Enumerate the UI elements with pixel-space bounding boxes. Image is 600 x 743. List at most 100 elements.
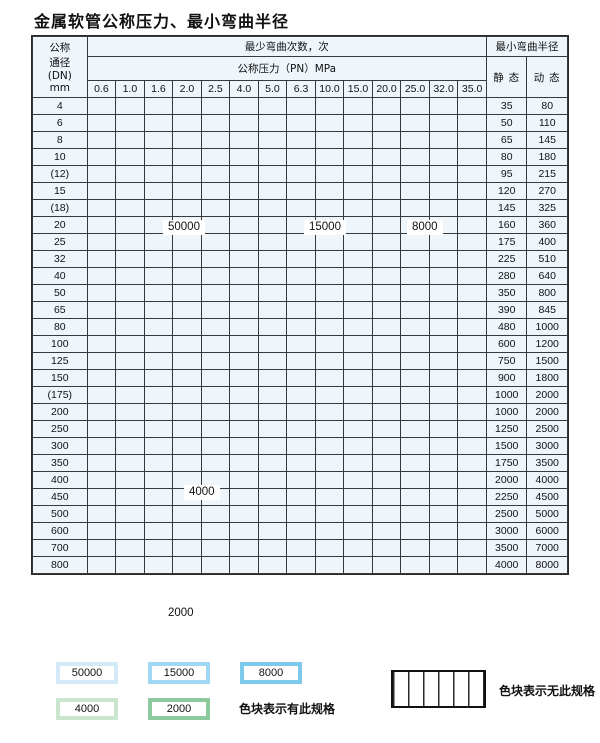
spec-available-cell [229, 301, 259, 319]
spec-available-cell [115, 267, 145, 285]
spec-available-cell [86, 165, 117, 183]
static-radius-cell: 3500 [485, 539, 528, 557]
spec-available-cell [86, 199, 117, 217]
spec-unavailable-cell [229, 556, 259, 574]
spec-unavailable-cell [400, 556, 430, 574]
dynamic-radius-cell: 1800 [526, 369, 568, 387]
spec-available-cell [86, 369, 117, 387]
dn-value-cell: 300 [32, 437, 88, 455]
dynamic-radius-cell: 2500 [526, 420, 568, 438]
spec-unavailable-cell [314, 403, 345, 421]
nominal-pressure-header: 公称压力（PN）MPa [86, 56, 487, 81]
spec-available-cell [229, 199, 259, 217]
spec-unavailable-cell [371, 301, 402, 319]
spec-unavailable-cell [428, 556, 459, 574]
spec-unavailable-cell [457, 301, 487, 319]
spec-unavailable-cell [229, 539, 259, 557]
spec-available-cell [200, 131, 231, 149]
table-row: 600 3000 6000 [32, 522, 568, 540]
band-label: 50000 [163, 220, 205, 235]
spec-unavailable-cell [286, 386, 316, 404]
spec-table-container: 公称 通径 (DN) mm 最少弯曲次数，次 最小弯曲半径 公称压力（PN）MP… [31, 35, 569, 621]
spec-available-cell [371, 97, 402, 115]
spec-unavailable-cell [428, 165, 459, 183]
spec-available-cell [257, 301, 288, 319]
pressure-col-header-10: 20.0 [371, 80, 402, 98]
spec-unavailable-cell [343, 420, 373, 438]
dn-header-line-0: 公称 [49, 42, 71, 54]
spec-available-cell [172, 114, 202, 132]
spec-available-cell [143, 369, 174, 387]
spec-available-cell [143, 522, 174, 540]
spec-unavailable-cell [257, 403, 288, 421]
spec-unavailable-cell [457, 488, 487, 506]
spec-unavailable-cell [314, 284, 345, 302]
spec-available-cell [257, 131, 288, 149]
spec-available-cell [143, 250, 174, 268]
spec-unavailable-cell [200, 556, 231, 574]
dn-value-cell: 40 [32, 267, 88, 285]
spec-available-cell [143, 556, 174, 574]
spec-unavailable-cell [428, 369, 459, 387]
spec-unavailable-cell [314, 556, 345, 574]
static-radius-cell: 2250 [485, 488, 528, 506]
spec-available-cell [286, 284, 316, 302]
dynamic-radius-cell: 180 [526, 148, 568, 166]
spec-unavailable-cell [428, 335, 459, 353]
spec-unavailable-cell [286, 437, 316, 455]
spec-unavailable-cell [343, 539, 373, 557]
spec-unavailable-cell [428, 488, 459, 506]
spec-available-cell [400, 97, 430, 115]
min-radius-header: 最小弯曲半径 [485, 36, 569, 57]
spec-available-cell [143, 199, 174, 217]
static-radius-cell: 225 [485, 250, 528, 268]
spec-unavailable-cell [428, 505, 459, 523]
spec-unavailable-cell [400, 352, 430, 370]
spec-available-cell [86, 267, 117, 285]
pressure-col-header-6: 5.0 [257, 80, 288, 98]
spec-unavailable-cell [314, 352, 345, 370]
spec-available-cell [143, 386, 174, 404]
spec-unavailable-cell [457, 352, 487, 370]
spec-unavailable-cell [400, 471, 430, 489]
spec-available-cell [400, 114, 430, 132]
spec-available-cell [286, 233, 316, 251]
spec-available-cell [314, 97, 345, 115]
spec-available-cell [86, 301, 117, 319]
spec-unavailable-cell [400, 267, 430, 285]
spec-unavailable-cell [400, 301, 430, 319]
spec-available-cell [200, 267, 231, 285]
spec-available-cell [257, 318, 288, 336]
spec-available-cell [143, 267, 174, 285]
spec-available-cell [286, 165, 316, 183]
spec-unavailable-cell [314, 488, 345, 506]
dn-value-cell: 25 [32, 233, 88, 251]
spec-unavailable-cell [457, 267, 487, 285]
spec-available-cell [143, 539, 174, 557]
spec-unavailable-cell [400, 454, 430, 472]
spec-unavailable-cell [457, 182, 487, 200]
spec-available-cell [115, 301, 145, 319]
spec-available-cell [86, 420, 117, 438]
spec-unavailable-cell [371, 267, 402, 285]
spec-unavailable-cell [286, 352, 316, 370]
spec-available-cell [229, 250, 259, 268]
table-head: 公称 通径 (DN) mm 最少弯曲次数，次 最小弯曲半径 公称压力（PN）MP… [32, 36, 569, 98]
static-radius-cell: 1750 [485, 454, 528, 472]
dynamic-radius-cell: 640 [526, 267, 568, 285]
spec-available-cell [286, 114, 316, 132]
spec-available-cell [343, 216, 373, 234]
spec-available-cell [229, 318, 259, 336]
pressure-col-header-7: 6.3 [286, 80, 316, 98]
static-radius-cell: 175 [485, 233, 528, 251]
spec-available-cell [229, 148, 259, 166]
spec-unavailable-cell [457, 250, 487, 268]
spec-unavailable-cell [371, 233, 402, 251]
pressure-col-header-11: 25.0 [400, 80, 430, 98]
spec-available-cell [86, 216, 117, 234]
spec-available-cell [86, 403, 117, 421]
spec-available-cell [115, 505, 145, 523]
spec-unavailable-cell [314, 522, 345, 540]
spec-available-cell [257, 165, 288, 183]
spec-available-cell [86, 114, 117, 132]
